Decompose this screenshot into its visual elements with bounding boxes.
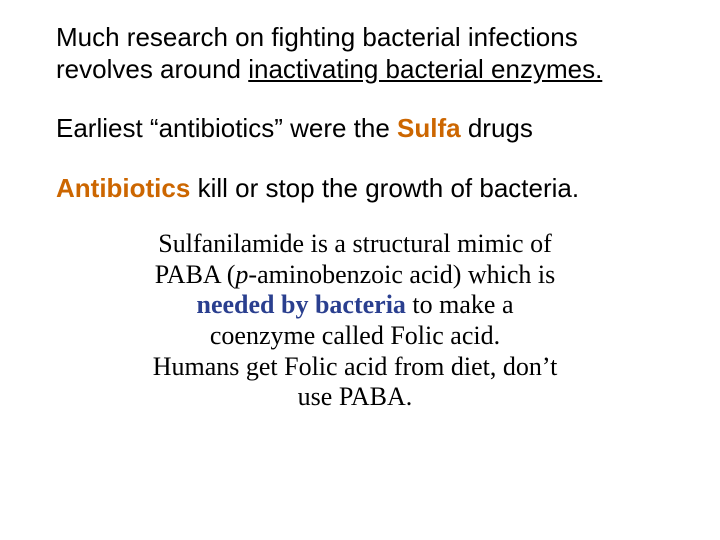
intro-line-2-pre: revolves around [56, 54, 248, 84]
intro-line-1: Much research on fighting bacterial infe… [56, 22, 578, 52]
detail-l2-pre: PABA ( [155, 260, 236, 289]
sulfa-word: Sulfa [397, 113, 461, 143]
detail-l5: Humans get Folic acid from diet, don’t [153, 352, 558, 381]
intro-line-2-underlined: inactivating bacterial enzymes. [248, 54, 602, 84]
detail-l1: Sulfanilamide is a structural mimic of [158, 229, 552, 258]
sulfa-post: drugs [461, 113, 533, 143]
detail-l3-needed: needed by bacteria [197, 290, 406, 319]
antibiotics-rest: kill or stop the growth of bacteria. [190, 173, 579, 203]
detail-paragraph: Sulfanilamide is a structural mimic of P… [110, 229, 600, 413]
antibiotics-paragraph: Antibiotics kill or stop the growth of b… [56, 173, 670, 205]
slide: Much research on fighting bacterial infe… [0, 0, 720, 540]
intro-paragraph: Much research on fighting bacterial infe… [56, 22, 670, 85]
sulfa-paragraph: Earliest “antibiotics” were the Sulfa dr… [56, 113, 670, 145]
detail-l2-ital: p [235, 260, 248, 289]
detail-l4: coenzyme called Folic acid. [210, 321, 500, 350]
sulfa-pre: Earliest “antibiotics” were the [56, 113, 397, 143]
detail-l2-post: -aminobenzoic acid) which is [248, 260, 555, 289]
detail-l3-post: to make a [406, 290, 514, 319]
detail-block: Sulfanilamide is a structural mimic of P… [56, 229, 670, 413]
detail-l6: use PABA. [298, 382, 413, 411]
antibiotics-word: Antibiotics [56, 173, 190, 203]
